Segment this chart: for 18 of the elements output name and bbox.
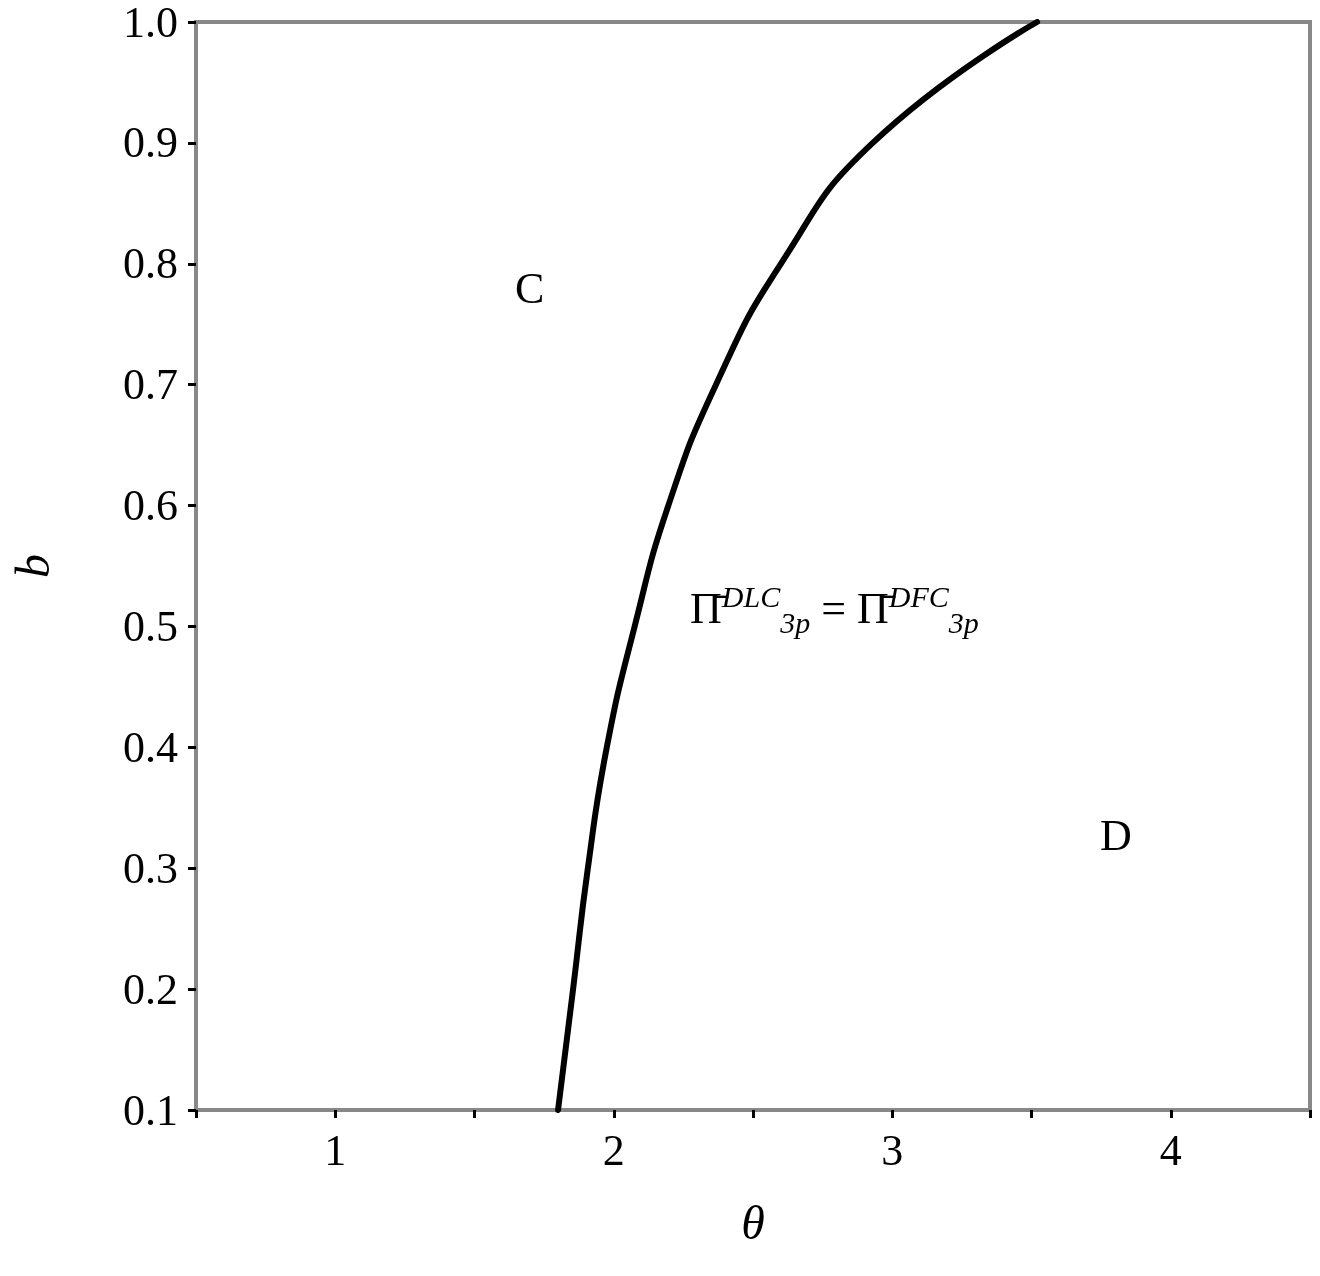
y-tick-label: 0.4 [123,722,178,772]
x-tick-label: 2 [602,1125,625,1175]
y-tick-label: 0.8 [123,239,178,289]
y-tick-label: 0.5 [123,601,178,651]
y-tick-label: 0.7 [123,360,178,410]
x-tick-label: 4 [1159,1125,1182,1175]
y-tick-label: 0.6 [123,481,178,531]
x-axis-title: θ [741,1195,765,1249]
x-tick-label: 1 [324,1125,347,1175]
y-tick-label: 0.2 [123,964,178,1014]
y-tick-label: 0.1 [123,1085,178,1135]
x-tick-label: 3 [881,1125,904,1175]
region-label: D [1100,809,1132,861]
y-tick-label: 1.0 [123,0,178,47]
y-tick-label: 0.3 [123,843,178,893]
y-tick-label: 0.9 [123,118,178,168]
region-label: C [515,262,545,314]
y-axis-title: b [5,554,59,578]
